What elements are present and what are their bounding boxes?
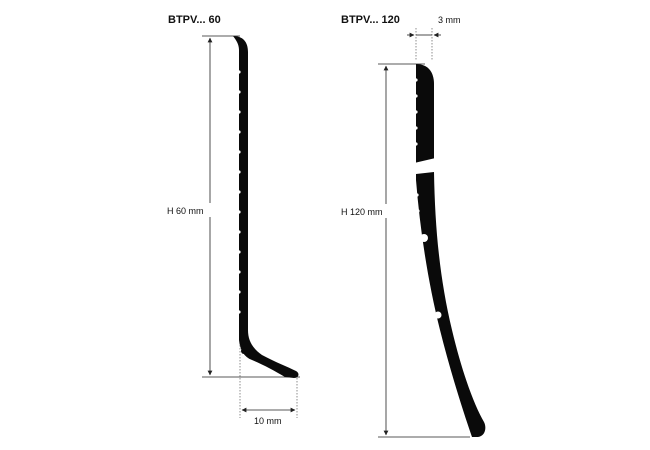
profile-120-thickness-label: 3 mm [438, 15, 461, 25]
profile-120-height-dimension: H 120 mm [341, 63, 470, 438]
profile-60-foot-bead [241, 348, 247, 354]
profile-60-width-label: 10 mm [254, 416, 282, 426]
profile-120-groove-b [434, 311, 442, 319]
profile-120-title: BTPV... 120 [341, 14, 400, 26]
skirting-profile-120-lower [416, 172, 486, 437]
height-label-bg [188, 203, 234, 217]
skirting-profile-120-upper [416, 64, 434, 164]
profile-60-serrations [237, 70, 241, 314]
profile-120-height-label: H 120 mm [341, 207, 383, 217]
profile-120-break [409, 157, 441, 170]
profile-60-group: BTPV... 60 H 60 mm [167, 14, 300, 426]
profile-60-height-label: H 60 mm [167, 206, 204, 216]
profile-60-title: BTPV... 60 [168, 14, 221, 26]
profile-120-group: BTPV... 120 3 mm H 120 mm [341, 14, 486, 438]
profile-120-serrations [414, 78, 420, 213]
profile-60-width-dimension: 10 mm [239, 345, 298, 426]
profile-120-thickness-dimension: 3 mm [407, 15, 461, 60]
profile-120-groove-a [420, 234, 428, 242]
profile-60-height-dimension: H 60 mm [167, 35, 300, 378]
skirting-profile-60 [233, 36, 299, 378]
height-label-bg [362, 204, 414, 218]
